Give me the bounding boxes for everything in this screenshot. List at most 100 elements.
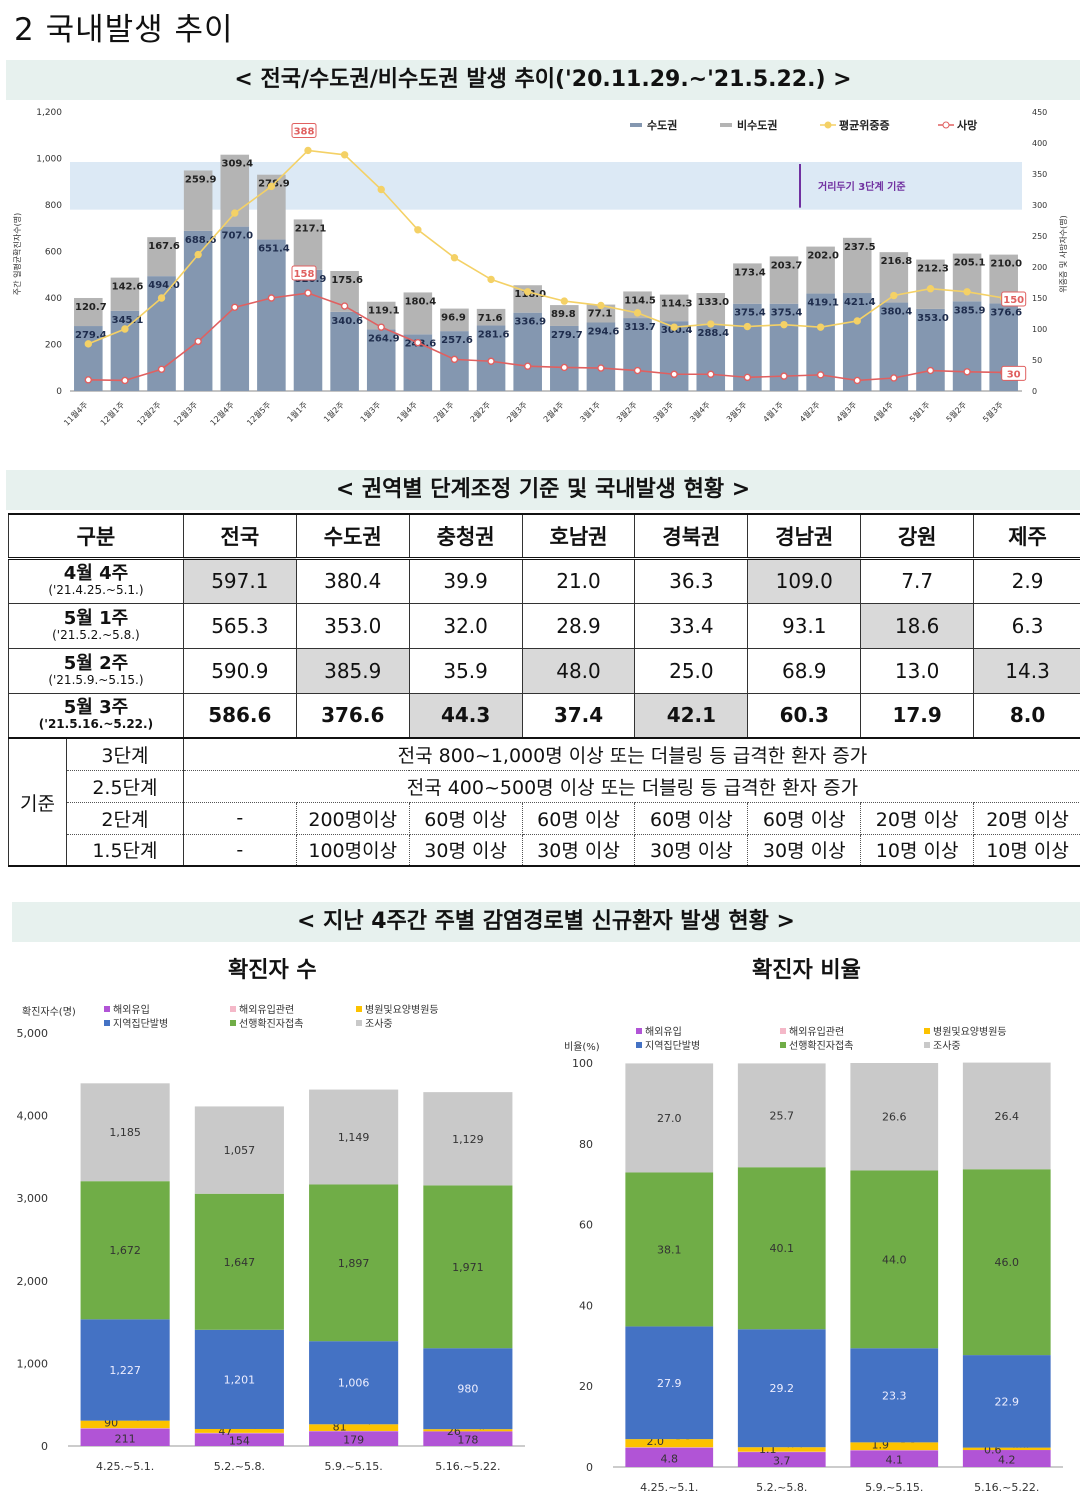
label-metro: 419.1	[807, 298, 839, 309]
trend-chart: 거리두기 3단계 기준 1,200 1,000 800 600 400 200 0 450 400…	[12, 108, 1068, 428]
segment-label: 26.4	[995, 1110, 1020, 1123]
legend-label: 해외유입	[645, 1025, 682, 1038]
x-tick: 12월5주	[245, 399, 273, 427]
bar-segment	[962, 1062, 1051, 1170]
label-nonmetro: 114.5	[624, 295, 656, 306]
y-tick: 3,000	[17, 1192, 49, 1205]
y-tick: 20	[579, 1380, 593, 1393]
y2-tick: 450	[1032, 108, 1047, 117]
line-severe-point	[304, 146, 312, 155]
legend-label: 수도권	[647, 119, 677, 132]
label-metro: 294.6	[588, 327, 620, 338]
segment-label: 178	[457, 1434, 478, 1447]
table-header: 구분 전국 수도권 충청권 호남권 경북권 경남권 강원 제주	[8, 513, 1080, 560]
segment-label: 26.6	[882, 1111, 907, 1124]
label-metro: 707.0	[221, 231, 253, 242]
criteria-label: 기준	[8, 737, 67, 867]
y2-tick: 250	[1032, 232, 1047, 241]
y2-tick: 300	[1032, 201, 1047, 210]
bar-metro	[330, 311, 359, 391]
x-tick: 4.25.~5.1.	[96, 1460, 154, 1473]
y-tick: 5,000	[17, 1027, 49, 1040]
bar-metro	[147, 276, 176, 391]
callout-box	[1001, 291, 1027, 307]
ratio-chart-title: 확진자 비율	[752, 958, 861, 983]
criteria-value: 60명 이상	[408, 801, 523, 835]
y-tick: 4,000	[17, 1110, 49, 1123]
bar-segment	[737, 1063, 826, 1168]
legend-label: 해외유입	[113, 1003, 150, 1016]
bar-segment	[625, 1439, 714, 1448]
bar-metro	[659, 321, 689, 391]
line-death-point	[597, 364, 605, 372]
legend-swatch	[630, 123, 642, 127]
y2-tick: 200	[1032, 263, 1047, 272]
criteria-value: 60명 이상	[747, 801, 862, 835]
y-tick: 800	[45, 201, 62, 211]
label-metro: 688.6	[185, 235, 217, 246]
y2-axis-label: 위중증 및 사망자수(명)	[1058, 215, 1068, 293]
x-tick: 2월4주	[541, 399, 566, 424]
line-severe-point	[414, 226, 422, 234]
bar-segment	[850, 1442, 939, 1451]
x-tick: 4.25.~5.1.	[640, 1481, 698, 1494]
segment-label: 1,057	[224, 1144, 256, 1157]
criteria-level: 3단계	[65, 737, 184, 771]
bar-segment	[80, 1083, 170, 1182]
y-tick: 1,000	[36, 155, 62, 165]
legend-swatch	[924, 1042, 930, 1048]
value-cell: 590.9	[182, 647, 297, 694]
label-nonmetro: 167.6	[148, 241, 180, 252]
x-tick: 3월2주	[614, 399, 639, 424]
x-tick: 5.9.~5.15.	[865, 1481, 923, 1494]
bar-segment	[309, 1341, 399, 1425]
segment-label: 4.2	[998, 1454, 1016, 1467]
y-tick: 60	[579, 1219, 593, 1232]
segment-label: 22.9	[995, 1395, 1020, 1408]
legend-swatch	[104, 1020, 110, 1026]
count-chart: 5,0004,0003,0002,0001,0000확진자수(명)2116901…	[17, 1003, 525, 1473]
bar-metro	[513, 312, 542, 391]
y-tick: 600	[45, 248, 62, 258]
line-severe-point	[780, 320, 788, 329]
criteria-value: 10명 이상	[973, 833, 1080, 867]
line-death-point	[670, 370, 678, 378]
criteria-row: 1.5단계 -100명이상 30명 이상 30명 이상 30명 이상 30명 이상 10명 …	[9, 833, 1080, 867]
legend-swatch	[636, 1042, 642, 1048]
bar-metro	[586, 322, 616, 391]
criteria-value: -	[182, 801, 297, 835]
legend-label: 사망	[957, 118, 977, 132]
value-cell: 109.0	[747, 557, 862, 604]
table-row: 5월 3주 ('21.5.16.~5.22.) 586.6 376.6 44.3 37.4…	[8, 692, 1080, 739]
label-metro: 300.4	[661, 325, 693, 336]
segment-label: 154	[229, 1435, 250, 1448]
legend-label: 선행확진자접촉	[789, 1040, 853, 1052]
bar-segment	[850, 1450, 939, 1467]
y-tick: 1,200	[36, 108, 62, 118]
x-tick: 2월1주	[431, 399, 456, 424]
value-cell: 18.6	[860, 602, 975, 649]
y-tick: 2,000	[17, 1275, 49, 1288]
week-label: 5월 3주 ('21.5.16.~5.22.)	[8, 692, 184, 739]
legend-label: 지역집단발병	[113, 1018, 168, 1030]
legend-marker	[942, 121, 950, 129]
bar-nonmetro	[733, 263, 762, 304]
bar-segment	[194, 1329, 284, 1429]
label-nonmetro: 217.1	[295, 223, 327, 234]
y2-tick: 0	[1032, 387, 1037, 396]
line-severe-point	[853, 317, 861, 325]
x-tick: 2월2주	[468, 399, 493, 424]
y2-tick: 50	[1032, 356, 1042, 365]
table-row: 5월 2주 ('21.5.9.~5.15.) 590.9 385.9 35.9 48.0 2…	[8, 647, 1080, 694]
y-tick: 0	[41, 1440, 48, 1453]
x-tick: 5월3주	[980, 399, 1005, 424]
bar-segment	[309, 1089, 399, 1185]
callout-box	[1001, 365, 1027, 381]
value-cell: 68.9	[747, 647, 862, 694]
segment-label: 1,897	[338, 1257, 370, 1270]
bar-segment	[962, 1169, 1051, 1356]
criteria-row: 기준 3단계 전국 800~1,000명 이상 또는 더블링 등 급격한 환자 증가	[8, 737, 1080, 867]
line-severe-point	[707, 320, 715, 328]
bar-segment	[423, 1185, 513, 1349]
line-death-point	[853, 376, 861, 385]
